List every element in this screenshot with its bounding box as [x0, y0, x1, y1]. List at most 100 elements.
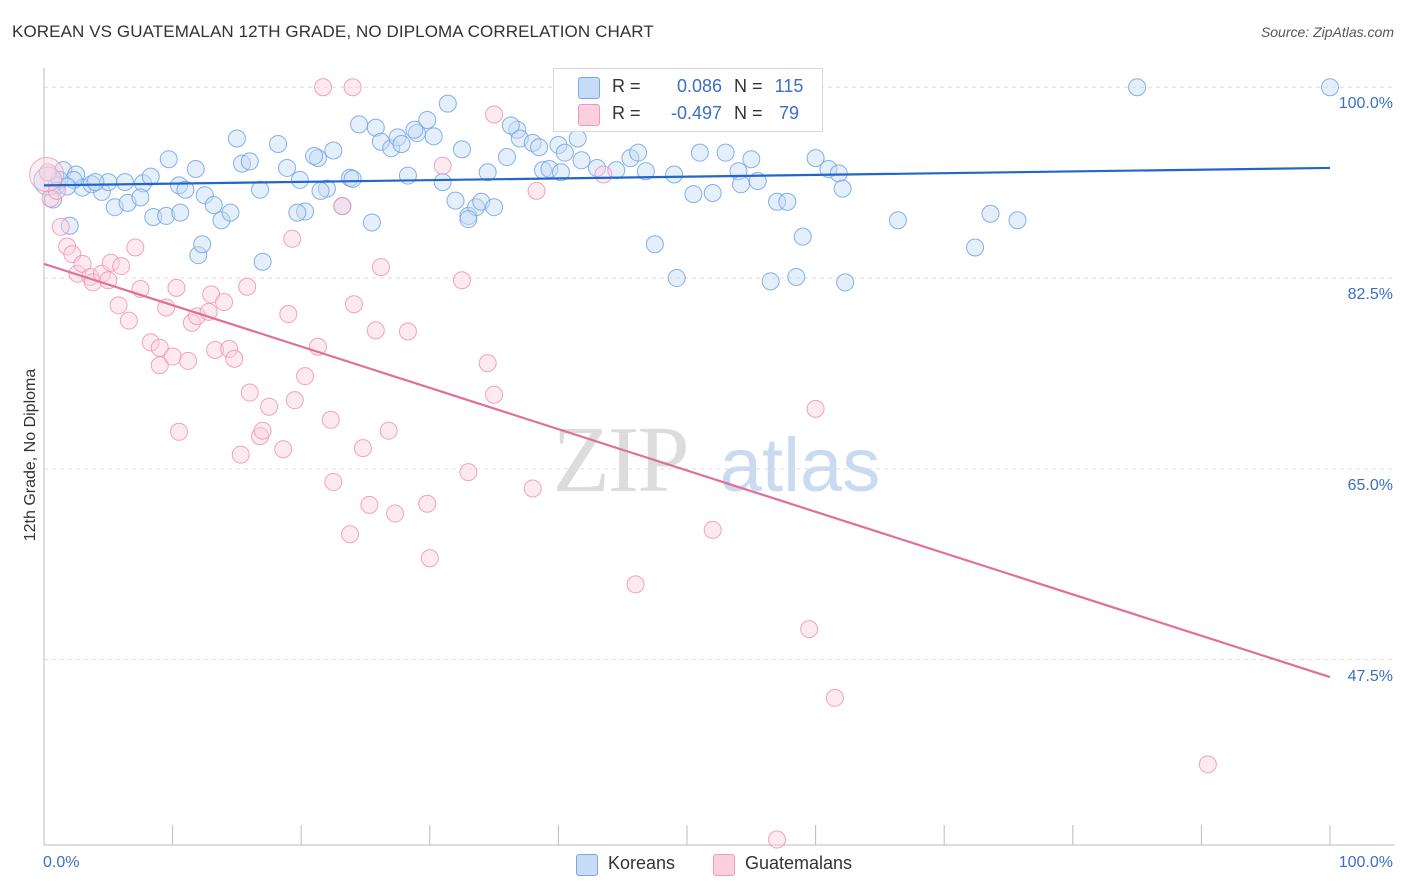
data-point	[150, 338, 169, 357]
data-point	[446, 191, 465, 210]
legend-label-koreans: Koreans	[608, 853, 676, 873]
data-point	[778, 192, 797, 211]
y-tick-label: 47.5%	[1347, 667, 1393, 685]
data-point	[966, 238, 985, 257]
data-point	[742, 150, 761, 169]
data-point	[418, 494, 437, 513]
data-point	[101, 253, 120, 272]
data-point	[379, 421, 398, 440]
data-point	[629, 143, 648, 162]
data-point	[424, 127, 443, 146]
data-point	[1128, 78, 1147, 97]
data-point	[176, 180, 195, 199]
data-point	[360, 495, 379, 514]
data-point	[761, 272, 780, 291]
data-point	[296, 367, 315, 386]
trendlines	[43, 166, 1331, 679]
data-point	[551, 163, 570, 182]
legend-n-label: N =	[734, 76, 763, 96]
data-point	[371, 132, 390, 151]
chart-source: Source: ZipAtlas.com	[1260, 24, 1394, 40]
data-point	[819, 160, 838, 179]
legend-n-value: 79	[778, 103, 800, 123]
data-point	[238, 277, 257, 296]
data-point	[126, 238, 145, 257]
data-point	[274, 440, 293, 459]
data-point	[806, 399, 825, 418]
data-point	[485, 198, 504, 217]
data-point	[684, 185, 703, 204]
data-point	[144, 208, 163, 226]
data-point	[288, 203, 307, 222]
data-point	[324, 472, 343, 491]
data-point	[279, 305, 298, 324]
data-point	[382, 139, 401, 158]
data-point	[269, 134, 288, 153]
data-point	[141, 167, 160, 186]
data-point	[568, 129, 587, 148]
data-point	[220, 339, 239, 358]
data-point	[240, 152, 259, 171]
data-point	[836, 273, 855, 292]
legend-r-value: -0.497	[670, 103, 722, 123]
data-point	[405, 120, 424, 139]
data-point	[189, 246, 208, 265]
data-point	[626, 575, 645, 594]
data-point	[353, 439, 372, 458]
data-point	[253, 252, 272, 271]
legend-r-label: R =	[612, 103, 641, 123]
data-point	[112, 257, 131, 276]
data-point	[119, 311, 138, 330]
data-point	[109, 296, 128, 315]
data-point	[636, 162, 655, 181]
guatemalans-trendline	[43, 262, 1331, 679]
data-point	[829, 164, 848, 183]
data-point	[716, 143, 735, 162]
data-point	[92, 182, 111, 201]
data-point	[179, 351, 198, 370]
data-point	[433, 156, 452, 175]
data-point	[452, 140, 471, 159]
legend-n-label: N =	[734, 103, 763, 123]
data-point	[321, 410, 340, 429]
data-point	[418, 110, 437, 129]
koreans-trendline	[43, 166, 1331, 187]
watermark-atlas: atlas	[720, 423, 881, 508]
data-point	[527, 181, 546, 200]
data-point	[888, 211, 907, 230]
data-point	[572, 151, 591, 170]
data-point	[549, 136, 568, 155]
data-point	[787, 267, 806, 286]
guatemalans-points	[29, 78, 1217, 849]
data-point	[41, 189, 60, 208]
data-point	[366, 321, 385, 340]
data-point	[99, 271, 118, 290]
data-point-cluster	[29, 156, 65, 192]
data-point	[233, 154, 252, 173]
data-point	[212, 211, 231, 230]
data-point	[285, 391, 304, 410]
data-point	[86, 173, 105, 192]
watermark: ZIP atlas	[553, 408, 881, 512]
data-point	[587, 158, 606, 177]
y-tick-label: 100.0%	[1338, 95, 1393, 113]
data-point	[195, 186, 214, 205]
data-point	[311, 181, 330, 200]
data-point	[667, 269, 686, 288]
data-point	[47, 181, 66, 200]
data-point	[51, 217, 70, 236]
data-point	[485, 385, 504, 404]
data-point	[703, 520, 722, 539]
data-point	[645, 235, 664, 254]
data-point	[186, 160, 205, 179]
watermark-zip: ZIP	[553, 408, 688, 512]
data-point	[324, 141, 343, 160]
x-tick-label-max: 100.0%	[1338, 854, 1393, 871]
data-point	[159, 150, 178, 169]
data-point	[732, 175, 751, 194]
y-axis-label: 12th Grade, No Diploma	[22, 368, 39, 542]
axes	[43, 68, 1395, 846]
legend-n-value: 115	[774, 76, 804, 96]
data-point	[221, 203, 240, 222]
legend-swatch-guatemalans	[578, 104, 600, 126]
